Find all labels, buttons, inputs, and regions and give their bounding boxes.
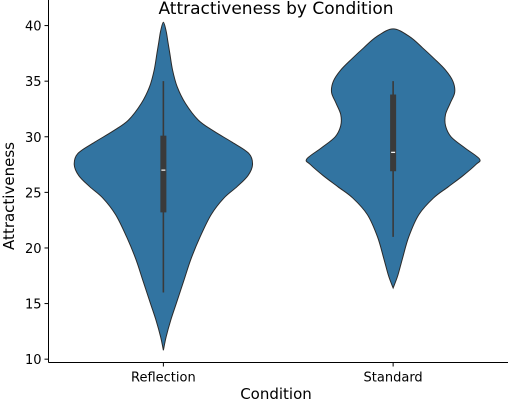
y-tick-label: 10 [25, 353, 42, 368]
y-tick-label: 20 [25, 242, 42, 257]
y-axis-ticks: 10 15 20 25 30 35 40 [25, 20, 49, 368]
x-tick-label-standard: Standard [364, 371, 423, 386]
y-axis-label: Attractiveness [0, 142, 18, 250]
x-tick-label-reflection: Reflection [131, 371, 196, 386]
iqr-box-reflection [160, 135, 167, 213]
y-tick-label: 30 [25, 131, 42, 146]
y-tick-label: 25 [25, 186, 42, 201]
y-tick-label: 40 [25, 20, 42, 35]
iqr-box-standard [390, 94, 397, 172]
violins-group [73, 21, 481, 351]
x-axis-ticks: Reflection Standard [131, 362, 423, 386]
x-axis-label: Condition [240, 385, 312, 400]
y-tick-label: 15 [25, 298, 42, 313]
chart-title: Attractiveness by Condition [158, 0, 393, 19]
y-tick-label: 35 [25, 75, 42, 90]
